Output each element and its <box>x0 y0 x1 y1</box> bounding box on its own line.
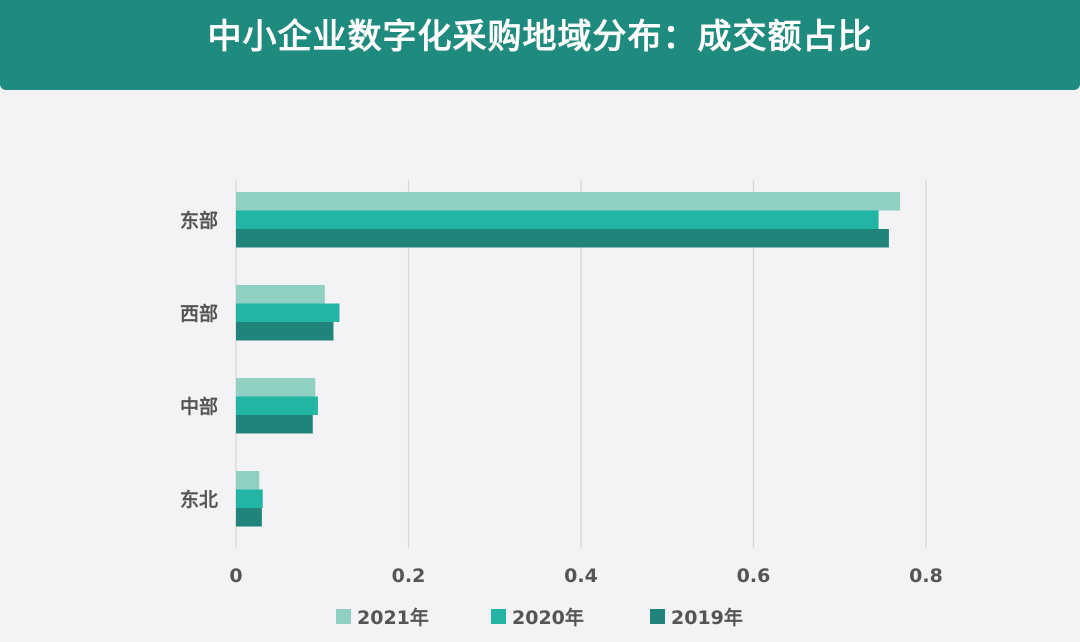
bars <box>236 192 901 527</box>
title-banner: 中小企业数字化采购地域分布：成交额占比 <box>0 0 1080 90</box>
bar <box>236 508 262 527</box>
bar <box>236 489 263 508</box>
category-label: 东部 <box>180 209 218 232</box>
category-label: 中部 <box>180 395 218 418</box>
x-tick-label: 0.6 <box>737 565 771 587</box>
bar <box>236 415 313 434</box>
bar <box>236 322 334 341</box>
legend-label: 2021年 <box>357 606 429 629</box>
bar <box>236 285 325 304</box>
x-tick-label: 0.8 <box>909 565 943 587</box>
chart-title: 中小企业数字化采购地域分布：成交额占比 <box>207 17 873 57</box>
bar <box>236 210 879 229</box>
x-tick-label: 0 <box>229 565 242 587</box>
x-tick-label: 0.2 <box>392 565 426 587</box>
category-label: 西部 <box>180 302 218 325</box>
legend: 2021年 2020年 2019年 <box>336 606 743 629</box>
bar <box>236 471 260 490</box>
bar <box>236 396 318 415</box>
legend-swatch <box>336 609 351 624</box>
legend-swatch <box>650 609 665 624</box>
category-label: 东北 <box>180 488 218 511</box>
bar <box>236 303 340 322</box>
legend-swatch <box>491 609 506 624</box>
bar <box>236 192 901 211</box>
bar <box>236 229 889 248</box>
bar <box>236 378 316 397</box>
x-tick-label: 0.4 <box>564 565 598 587</box>
x-tick-labels: 0 0.2 0.4 0.6 0.8 <box>229 565 942 587</box>
legend-label: 2019年 <box>671 606 743 629</box>
legend-label: 2020年 <box>512 606 584 629</box>
